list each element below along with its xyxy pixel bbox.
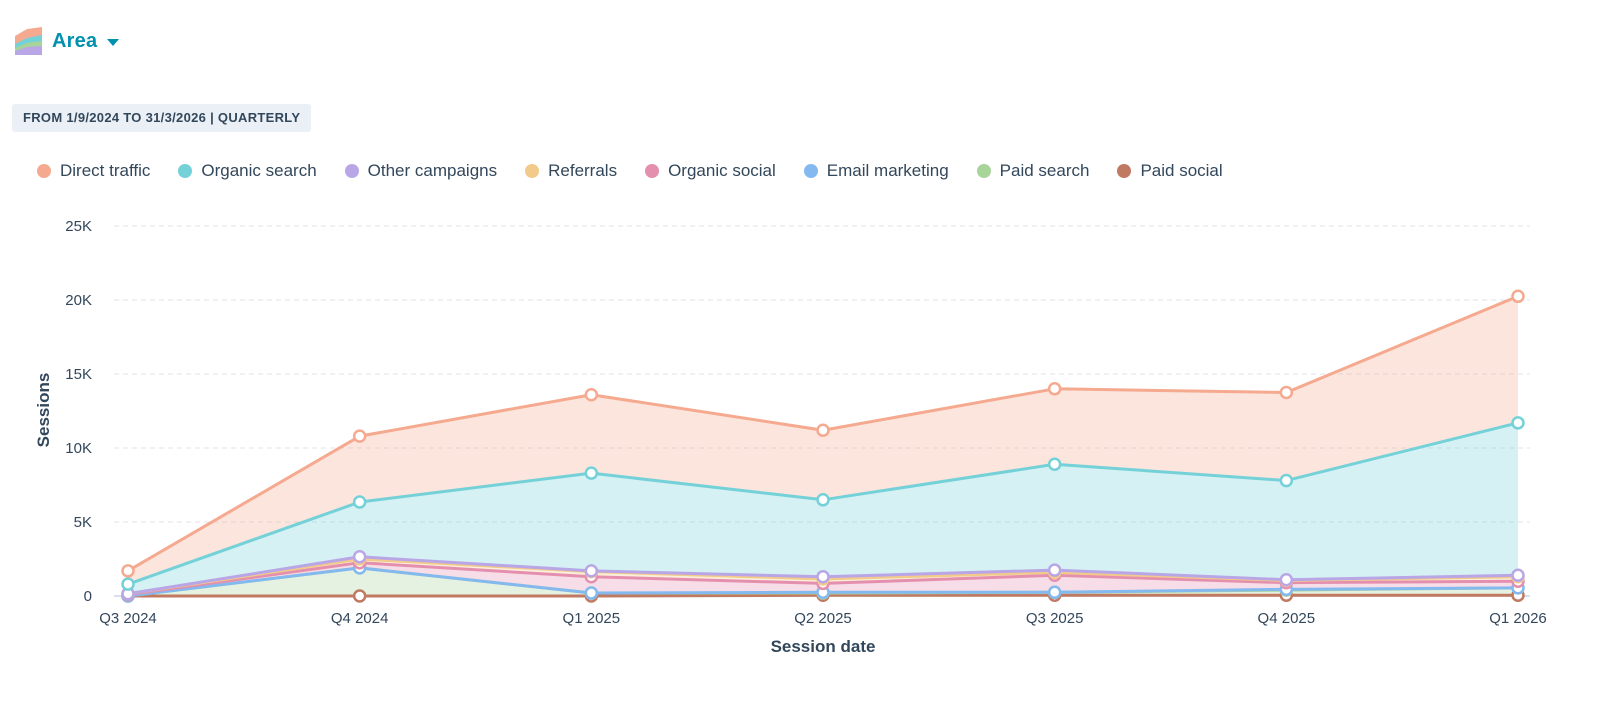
- y-axis-title: Sessions: [34, 373, 53, 448]
- y-tick-label: 25K: [65, 218, 92, 235]
- data-point[interactable]: [1047, 585, 1062, 600]
- data-point[interactable]: [1511, 568, 1525, 583]
- legend-label: Other campaigns: [367, 161, 498, 180]
- legend-swatch: [178, 164, 193, 178]
- x-tick-label: Q2 2025: [794, 610, 852, 627]
- x-tick-label: Q3 2025: [1026, 610, 1084, 627]
- x-tick-label: Q1 2025: [563, 610, 621, 627]
- series-area-organic-search: [128, 422, 1518, 594]
- data-point[interactable]: [584, 466, 599, 480]
- area-layer: [128, 296, 1518, 596]
- data-point[interactable]: [352, 495, 367, 509]
- series-points-other-campaigns: [121, 550, 1525, 601]
- data-point[interactable]: [121, 577, 135, 591]
- data-point[interactable]: [1047, 457, 1062, 472]
- data-point[interactable]: [121, 564, 135, 578]
- x-axis-title: Session date: [771, 637, 876, 656]
- legend-label: Organic search: [201, 161, 317, 180]
- data-point[interactable]: [1511, 289, 1525, 304]
- x-tick-label: Q3 2024: [99, 610, 157, 627]
- data-point[interactable]: [1279, 473, 1294, 488]
- legend-label: Organic social: [668, 161, 776, 180]
- legend-item-direct-traffic[interactable]: Direct traffic: [37, 161, 150, 181]
- legend-item-email-marketing[interactable]: Email marketing: [803, 161, 949, 181]
- date-range-badge: FROM 1/9/2024 TO 31/3/2026 | QUARTERLY: [12, 104, 312, 132]
- data-point[interactable]: [1047, 382, 1062, 396]
- area-chart-icon: [15, 27, 42, 55]
- data-point[interactable]: [584, 586, 599, 600]
- legend-swatch: [1117, 164, 1132, 178]
- data-point[interactable]: [816, 570, 830, 584]
- y-tick-label: 20K: [65, 292, 92, 309]
- x-tick-label: Q1 2026: [1489, 610, 1547, 627]
- data-point[interactable]: [1047, 563, 1062, 577]
- legend-label: Paid social: [1140, 161, 1223, 180]
- legend-label: Paid search: [999, 161, 1090, 180]
- series-area-paid-search: [128, 567, 1518, 596]
- legend-swatch: [344, 164, 359, 178]
- data-point[interactable]: [1279, 572, 1294, 587]
- y-tick-label: 5K: [74, 514, 92, 531]
- chart-type-label: Area: [52, 29, 98, 52]
- legend-item-organic-search[interactable]: Organic search: [178, 161, 317, 181]
- caret-down-icon: [107, 38, 120, 46]
- x-tick-label: Q4 2025: [1258, 610, 1316, 627]
- legend-swatch: [525, 164, 540, 178]
- y-tick-label: 0: [84, 588, 92, 605]
- y-tick-label: 10K: [65, 440, 92, 457]
- data-point[interactable]: [584, 387, 599, 402]
- series-area-direct-traffic: [128, 296, 1518, 585]
- legend-label: Email marketing: [826, 161, 949, 180]
- y-tick-label: 15K: [65, 366, 92, 383]
- legend-swatch: [976, 164, 991, 178]
- data-point[interactable]: [816, 493, 830, 507]
- legend-swatch: [37, 164, 51, 178]
- legend-swatch: [645, 164, 660, 178]
- chart-legend: Direct traffic Organic search Other campai…: [37, 161, 1251, 181]
- legend-item-referrals[interactable]: Referrals: [525, 161, 617, 181]
- legend-label: Referrals: [548, 161, 618, 180]
- data-point[interactable]: [352, 589, 367, 603]
- data-point[interactable]: [1279, 385, 1294, 400]
- data-point[interactable]: [1511, 416, 1525, 430]
- series-points-organic-search: [121, 416, 1525, 591]
- x-tick-label: Q4 2024: [331, 610, 389, 627]
- data-point[interactable]: [352, 550, 367, 564]
- data-point[interactable]: [584, 564, 599, 578]
- chart-type-dropdown[interactable]: Area: [14, 26, 120, 56]
- data-point[interactable]: [816, 423, 830, 437]
- legend-item-other-campaigns[interactable]: Other campaigns: [344, 161, 498, 181]
- legend-label: Direct traffic: [60, 161, 151, 180]
- legend-item-paid-social[interactable]: Paid social: [1117, 161, 1223, 181]
- legend-item-paid-search[interactable]: Paid search: [976, 161, 1090, 181]
- data-point[interactable]: [352, 429, 367, 443]
- series-area-referrals: [128, 559, 1518, 595]
- legend-item-organic-social[interactable]: Organic social: [645, 161, 776, 181]
- legend-swatch: [803, 164, 818, 178]
- series-points-direct-traffic: [121, 289, 1525, 578]
